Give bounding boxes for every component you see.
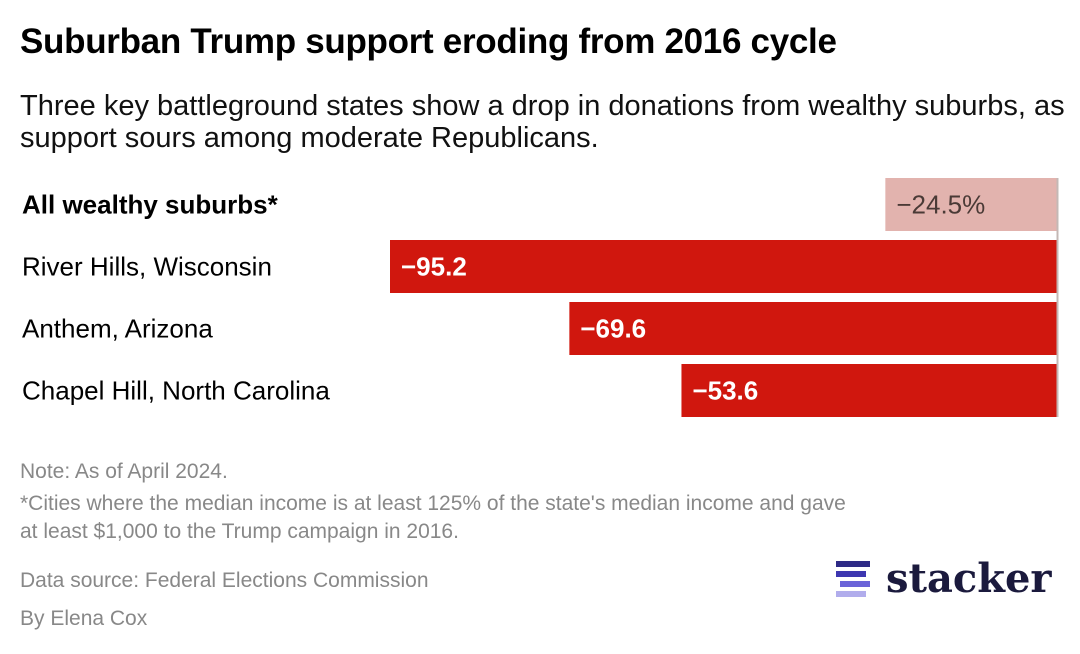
category-label: Chapel Hill, North Carolina (22, 376, 330, 406)
chart-title: Suburban Trump support eroding from 2016… (20, 22, 837, 61)
data-label: −53.6 (692, 376, 758, 406)
byline: By Elena Cox (20, 607, 148, 630)
category-label: River Hills, Wisconsin (22, 252, 272, 282)
category-label: All wealthy suburbs* (22, 190, 279, 220)
bar (681, 364, 1057, 417)
logo-wordmark: stacker (886, 558, 1052, 602)
footnote-line1: *Cities where the median income is at le… (20, 492, 846, 515)
bar (885, 178, 1057, 231)
data-source: Data source: Federal Elections Commissio… (20, 569, 429, 592)
note: Note: As of April 2024. (20, 460, 228, 483)
category-label: Anthem, Arizona (22, 314, 213, 344)
data-label: −95.2 (401, 252, 467, 282)
chart-subtitle: Three key battleground states show a dro… (20, 90, 1065, 154)
bar (569, 302, 1057, 355)
stacker-logo: stacker (836, 555, 1061, 607)
data-label: −24.5% (896, 190, 985, 220)
footnote-line2: at least $1,000 to the Trump campaign in… (20, 520, 459, 543)
data-label: −69.6 (580, 314, 646, 344)
bar (390, 240, 1057, 293)
